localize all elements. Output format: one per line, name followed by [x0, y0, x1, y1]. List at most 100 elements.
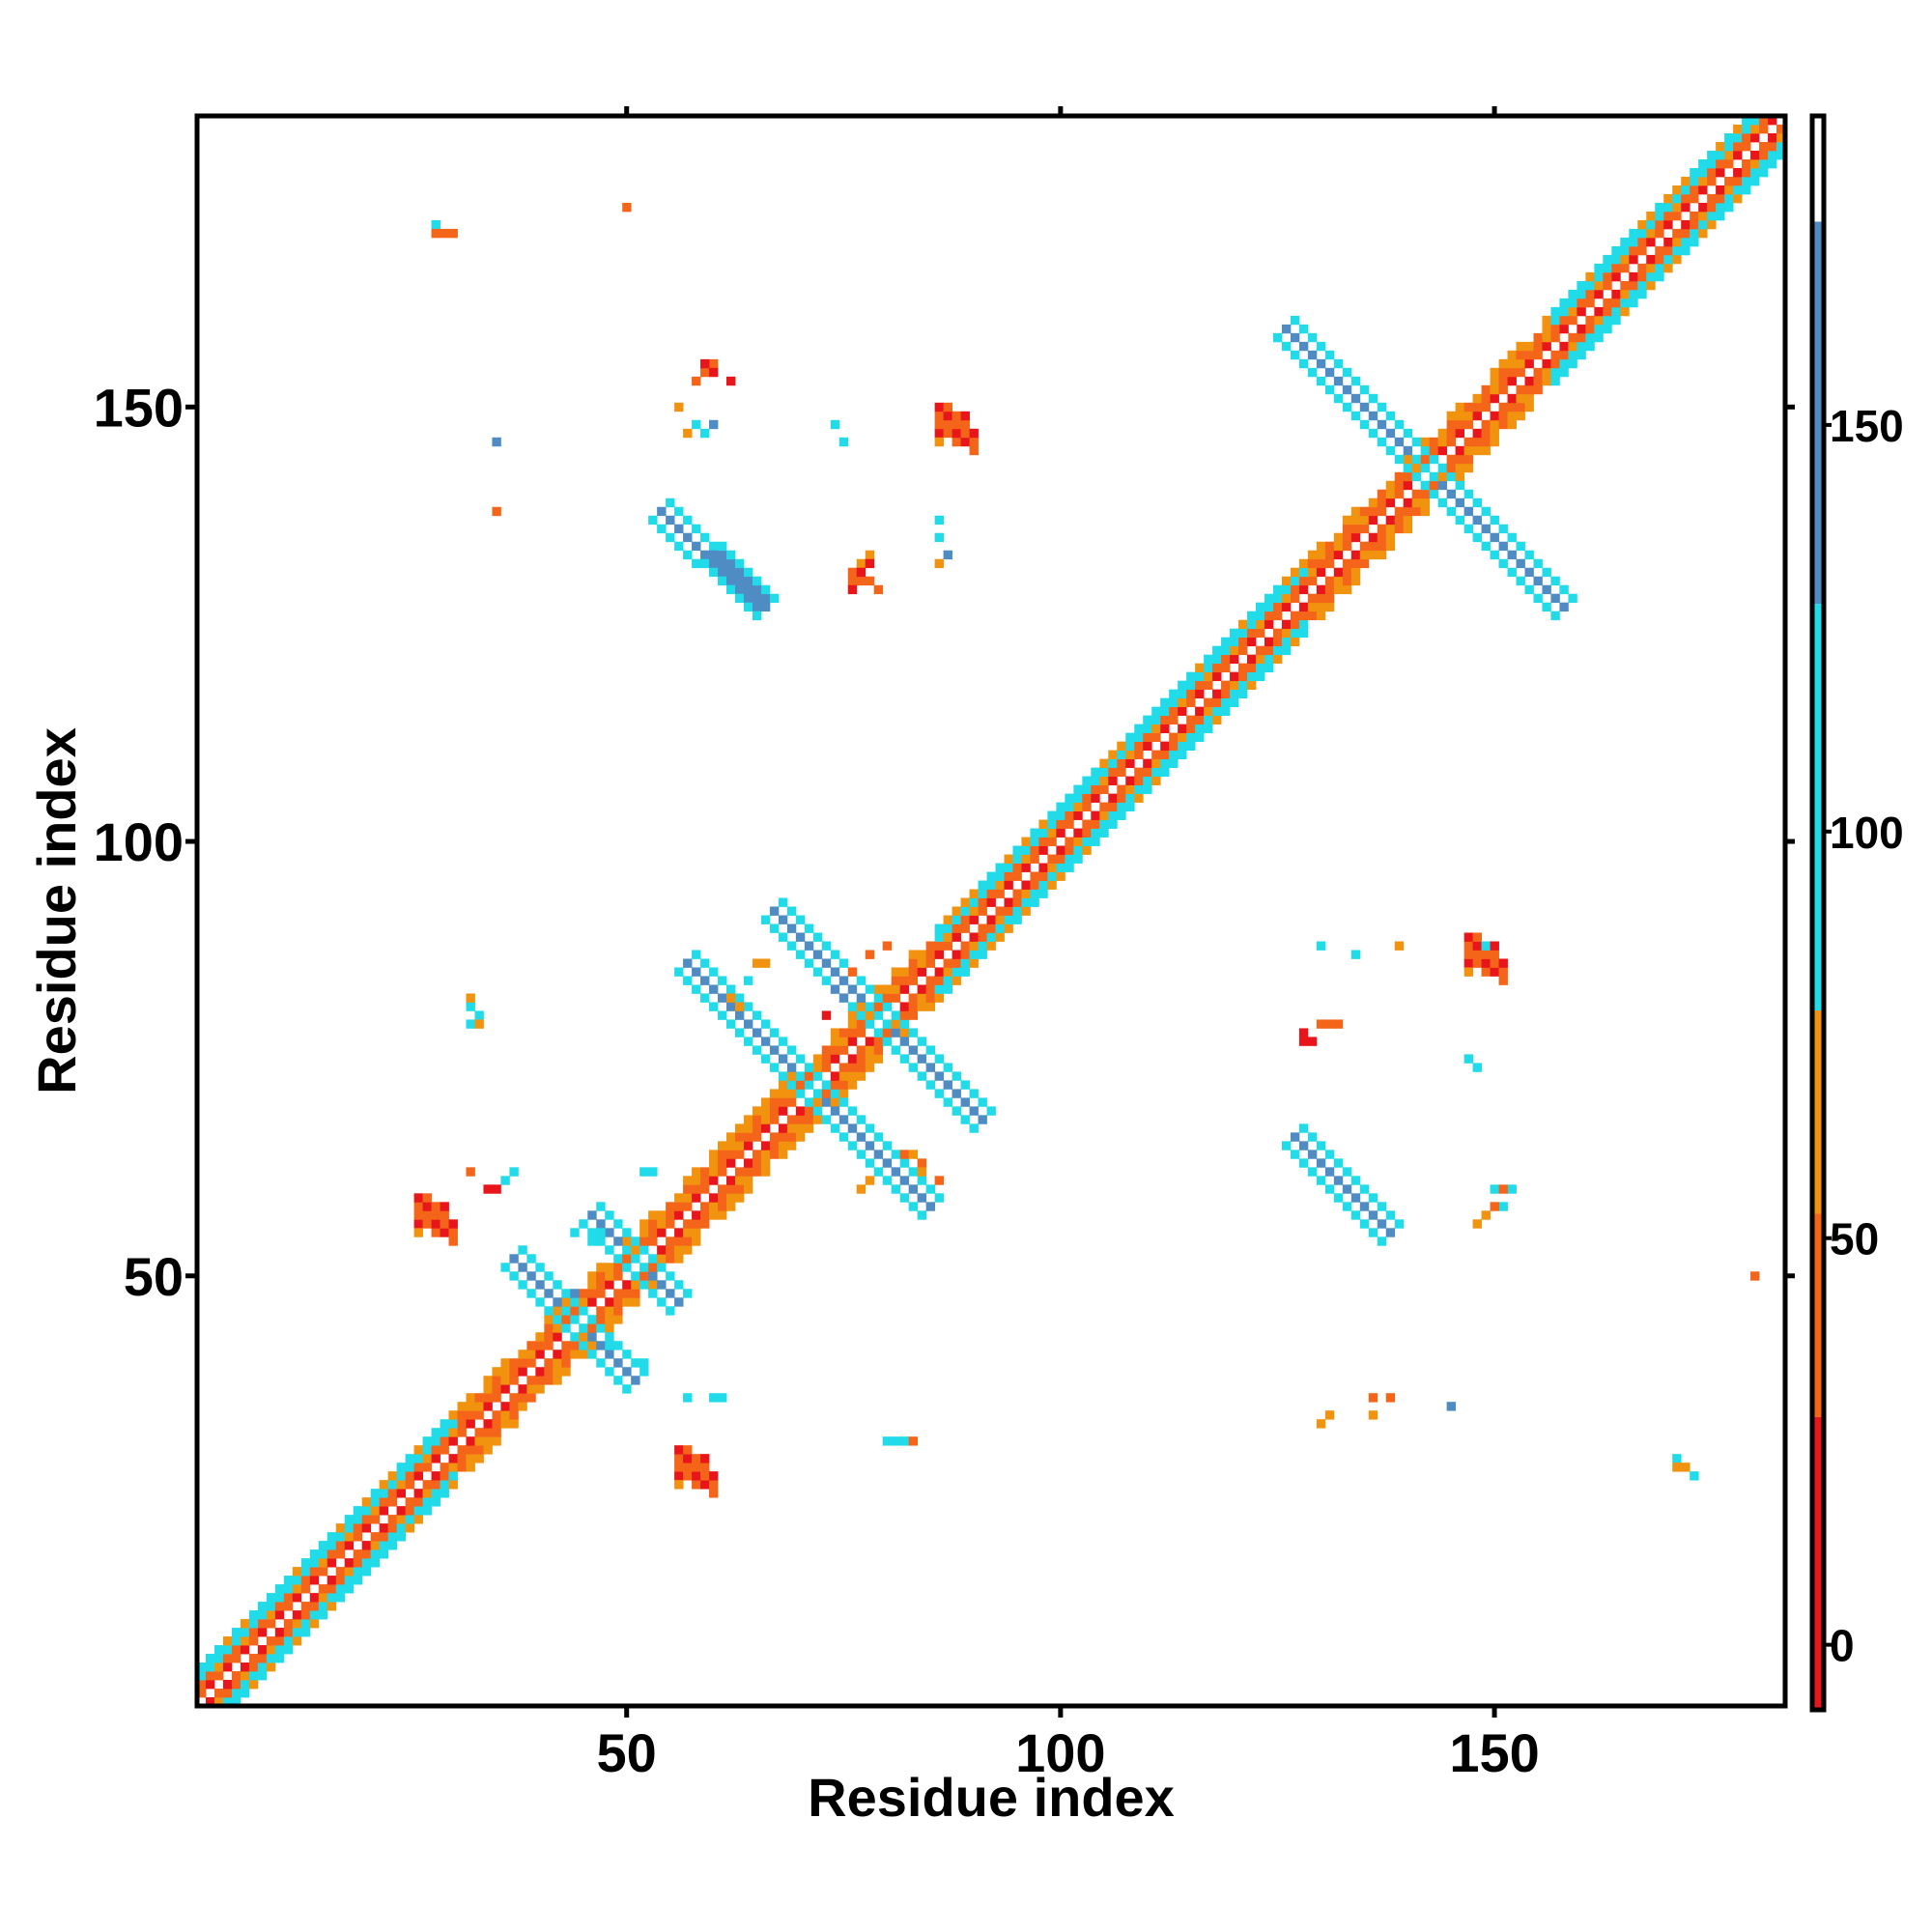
heatmap-cell [1324, 384, 1335, 395]
heatmap-cell [934, 941, 944, 951]
heatmap-cell [1472, 958, 1482, 968]
heatmap-cell [847, 1106, 858, 1116]
heatmap-cell [1230, 637, 1239, 647]
heatmap-cell [448, 1419, 458, 1429]
heatmap-cell [1490, 419, 1499, 430]
heatmap-cell [1490, 532, 1499, 543]
heatmap-cell [1368, 497, 1378, 508]
heatmap-cell [561, 1367, 571, 1377]
heatmap-cell [830, 950, 840, 959]
heatmap-cell [700, 1167, 710, 1177]
heatmap-cell [891, 1436, 901, 1446]
heatmap-cell [1620, 289, 1630, 299]
heatmap-cell [917, 1193, 927, 1203]
heatmap-cell [596, 1219, 606, 1229]
heatmap-cell [1550, 358, 1560, 369]
heatmap-cell [1620, 263, 1630, 273]
heatmap-cell [1629, 280, 1638, 291]
heatmap-cell [526, 1358, 536, 1368]
heatmap-cell [422, 1210, 432, 1220]
heatmap-cell [960, 1097, 970, 1107]
heatmap-cell [674, 1445, 684, 1455]
heatmap-cell [379, 1523, 389, 1533]
heatmap-cell [587, 1323, 597, 1333]
heatmap-cell [405, 1506, 414, 1516]
heatmap-cell [327, 1584, 337, 1594]
heatmap-cell [692, 1167, 701, 1177]
heatmap-cell [292, 1619, 302, 1629]
heatmap-cell [1524, 341, 1534, 352]
heatmap-cell [1021, 863, 1031, 872]
heatmap-cell [1698, 211, 1708, 221]
heatmap-cell [873, 1167, 884, 1177]
heatmap-cell [760, 593, 771, 604]
heatmap-cell [847, 1071, 858, 1081]
heatmap-cell [1221, 680, 1231, 691]
heatmap-cell [370, 1532, 381, 1542]
heatmap-cell [1030, 845, 1039, 855]
heatmap-cell [579, 1289, 588, 1298]
heatmap-cell [1663, 263, 1673, 273]
heatmap-cell [1298, 1028, 1309, 1037]
heatmap-cell [1186, 680, 1196, 691]
heatmap-cell [873, 1054, 884, 1064]
heatmap-cell [1776, 141, 1786, 152]
heatmap-cell [856, 1115, 867, 1124]
heatmap-cell [952, 1071, 961, 1081]
heatmap-cell [804, 923, 814, 933]
heatmap-cell [760, 1019, 771, 1029]
colorbar-frame [1809, 113, 1827, 1713]
heatmap-cell [812, 1106, 823, 1116]
heatmap-cell [1247, 619, 1257, 630]
heatmap-cell [752, 1106, 762, 1116]
heatmap-cell [1272, 332, 1283, 343]
heatmap-cell [1143, 784, 1152, 794]
heatmap-cell [605, 1315, 614, 1324]
heatmap-cell [769, 1132, 780, 1142]
heatmap-cell [1350, 1176, 1361, 1185]
heatmap-cell [448, 1219, 458, 1229]
heatmap-cell [1281, 593, 1292, 604]
heatmap-cell [666, 497, 675, 508]
heatmap-cell [213, 1662, 224, 1672]
heatmap-cell [718, 550, 727, 560]
heatmap-cell [683, 532, 693, 543]
heatmap-cell [1099, 776, 1109, 785]
heatmap-cell [1603, 263, 1612, 273]
heatmap-cell [1221, 706, 1231, 717]
heatmap-cell [613, 1219, 623, 1229]
heatmap-cell [570, 1297, 580, 1307]
heatmap-cell [899, 1193, 910, 1203]
heatmap-cell [1533, 332, 1543, 343]
heatmap-cell [1672, 185, 1682, 195]
heatmap-cell [579, 1297, 588, 1307]
heatmap-cell [648, 1271, 658, 1281]
heatmap-cell [413, 1219, 423, 1229]
heatmap-cell [934, 993, 944, 1003]
heatmap-cell [1108, 750, 1118, 759]
heatmap-cell [1316, 611, 1326, 621]
heatmap-cell [1472, 437, 1482, 447]
heatmap-cell [622, 1236, 632, 1246]
heatmap-cell [561, 1350, 571, 1359]
heatmap-cell [1186, 715, 1196, 725]
heatmap-cell [1247, 628, 1257, 639]
heatmap-cell [666, 1254, 675, 1264]
heatmap-cell [734, 1150, 745, 1159]
heatmap-cell [231, 1689, 242, 1698]
heatmap-cell [838, 1097, 849, 1107]
heatmap-cell [1368, 411, 1378, 421]
heatmap-cell [596, 1236, 606, 1246]
heatmap-cell [952, 932, 961, 942]
heatmap-cell [865, 1063, 875, 1072]
heatmap-cell [752, 1132, 762, 1142]
heatmap-cell [561, 1297, 571, 1307]
heatmap-cell [1073, 845, 1083, 855]
heatmap-cell [1585, 332, 1595, 343]
heatmap-cell [1125, 750, 1135, 759]
heatmap-cell [1091, 784, 1100, 794]
heatmap-cell [1429, 480, 1439, 491]
heatmap-cell [1472, 1219, 1482, 1229]
heatmap-cell [1047, 828, 1057, 838]
heatmap-cell [1498, 419, 1508, 430]
